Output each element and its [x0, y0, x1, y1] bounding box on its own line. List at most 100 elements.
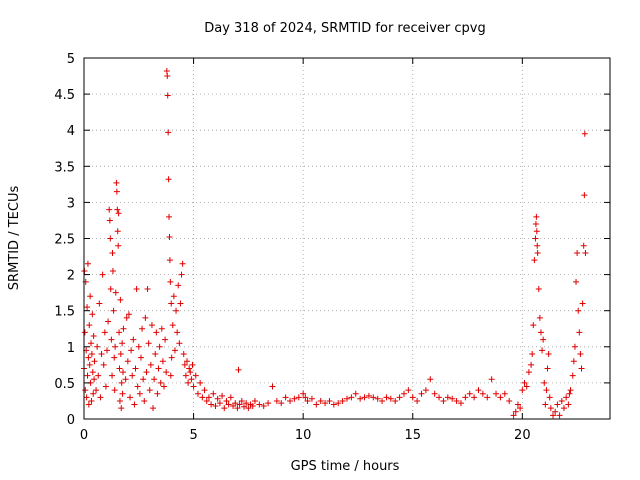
data-point [88, 340, 95, 347]
data-point [127, 394, 134, 401]
x-tick-label: 10 [295, 428, 312, 443]
data-point [556, 412, 563, 419]
data-point [154, 390, 161, 397]
data-point [573, 278, 580, 285]
data-point [418, 390, 425, 397]
data-point [581, 192, 588, 199]
data-point [143, 369, 150, 376]
data-point [91, 376, 98, 383]
data-point [177, 300, 184, 307]
chart-title: Day 318 of 2024, SRMTID for receiver cpv… [204, 21, 486, 36]
axis-ticks: 0 0.5 1 1.5 2 2.5 3 3.5 4 4.5 5 0 5 10 15 20 [54, 52, 610, 443]
data-point [153, 329, 160, 336]
y-tick-label: 1 [67, 341, 75, 356]
data-point [291, 395, 298, 402]
data-point [112, 343, 119, 350]
data-point [88, 397, 95, 404]
data-point [163, 369, 170, 376]
data-point [431, 390, 438, 397]
x-tick-label: 0 [80, 428, 88, 443]
data-point [517, 405, 524, 412]
x-tick-label: 20 [514, 428, 531, 443]
data-point [185, 379, 192, 386]
data-point [240, 403, 247, 410]
data-point [317, 397, 324, 404]
data-point [251, 397, 258, 404]
data-point [405, 387, 412, 394]
data-point [409, 394, 416, 401]
data-point [134, 383, 141, 390]
data-point [165, 176, 172, 183]
data-point [85, 354, 92, 361]
data-point [124, 358, 131, 365]
data-point [85, 401, 92, 408]
y-tick-label: 4 [67, 124, 75, 139]
data-point [197, 379, 204, 386]
data-point [475, 387, 482, 394]
data-point [245, 405, 252, 412]
data-point [396, 394, 403, 401]
data-point [162, 336, 169, 343]
data-point [148, 322, 155, 329]
data-point [147, 361, 154, 368]
data-point [90, 332, 97, 339]
data-point [308, 395, 315, 402]
data-point [86, 361, 93, 368]
data-point [379, 397, 386, 404]
data-point [531, 257, 538, 264]
data-point [521, 379, 528, 386]
data-point [192, 372, 199, 379]
data-point [115, 210, 122, 217]
data-point [533, 213, 540, 220]
data-point [545, 351, 552, 358]
data-point [552, 408, 559, 415]
data-point [440, 397, 447, 404]
data-point [278, 400, 285, 407]
data-point [534, 242, 541, 249]
data-point [313, 401, 320, 408]
data-point [114, 206, 121, 213]
data-point [81, 329, 88, 336]
data-point [414, 397, 421, 404]
data-point [102, 383, 109, 390]
data-point [234, 405, 241, 412]
data-point [219, 392, 226, 399]
data-point [139, 325, 146, 332]
data-point [574, 249, 581, 256]
data-point [142, 314, 149, 321]
data-point [125, 311, 132, 318]
data-point [560, 405, 567, 412]
data-point [326, 397, 333, 404]
data-point [84, 304, 91, 311]
data-point [269, 383, 276, 390]
data-point [175, 282, 182, 289]
data-point [156, 343, 163, 350]
data-point [547, 405, 554, 412]
data-point [87, 293, 94, 300]
data-point [140, 376, 147, 383]
x-tick-label: 5 [189, 428, 197, 443]
data-point [575, 307, 582, 314]
data-points [81, 67, 589, 419]
data-point [137, 354, 144, 361]
data-point [223, 397, 230, 404]
data-point [221, 405, 228, 412]
data-point [563, 394, 570, 401]
data-point [199, 394, 206, 401]
data-point [94, 343, 101, 350]
data-point [212, 403, 219, 410]
data-point [529, 351, 536, 358]
data-point [273, 397, 280, 404]
data-point [179, 260, 186, 267]
data-point [95, 372, 102, 379]
x-axis-label: GPS time / hours [291, 459, 400, 474]
data-point [184, 358, 191, 365]
data-point [453, 397, 460, 404]
data-point [119, 340, 126, 347]
data-point [569, 372, 576, 379]
data-point [392, 397, 399, 404]
data-point [164, 92, 171, 99]
data-point [578, 365, 585, 372]
data-point [110, 307, 117, 314]
data-point [566, 390, 573, 397]
